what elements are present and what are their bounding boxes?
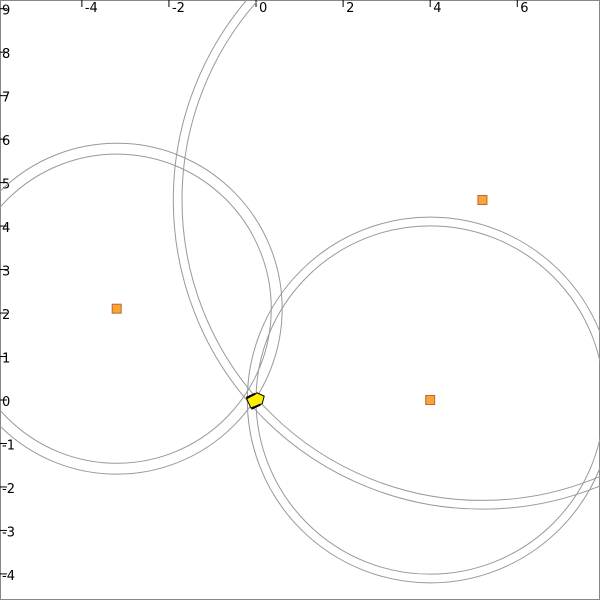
- robot: [245, 392, 265, 410]
- y-tick-label: 9: [2, 4, 10, 19]
- y-tick-label: 1: [2, 352, 10, 367]
- landmark: [425, 395, 436, 405]
- y-tick-label: -2: [2, 482, 15, 497]
- y-tick-label: 0: [2, 395, 10, 410]
- y-tick-label: -1: [2, 438, 15, 453]
- x-tick-label: 2: [346, 1, 354, 16]
- y-tick-label: 3: [2, 265, 10, 280]
- y-tick-label: -3: [2, 525, 15, 540]
- y-tick-label: 8: [2, 47, 10, 62]
- robot-wheel: [245, 392, 256, 399]
- y-tick-label: -4: [2, 569, 15, 584]
- range-ring: [0, 142, 283, 475]
- range-ring: [0, 153, 272, 464]
- landmark: [477, 195, 488, 205]
- robot-wheel: [250, 403, 261, 410]
- y-tick-label: 6: [2, 134, 10, 149]
- y-tick-label: 2: [2, 308, 10, 323]
- x-tick-label: 6: [520, 1, 528, 16]
- x-tick-label: -2: [172, 1, 185, 16]
- range-ring: [181, 0, 600, 501]
- landmark: [111, 303, 122, 314]
- y-tick-label: 7: [2, 91, 10, 106]
- x-tick-label: 4: [433, 1, 441, 16]
- range-ring: [172, 0, 600, 510]
- x-tick-label: -4: [85, 1, 98, 16]
- x-tick-label: 0: [259, 1, 267, 16]
- y-tick-label: 4: [2, 221, 10, 236]
